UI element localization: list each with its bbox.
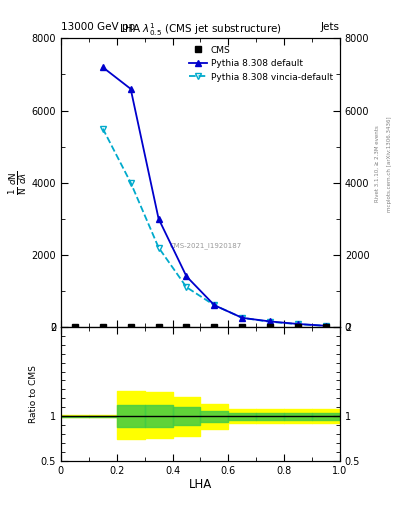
Line: Pythia 8.308 vincia-default: Pythia 8.308 vincia-default	[99, 125, 329, 329]
CMS	[184, 324, 189, 330]
Pythia 8.308 default	[268, 318, 273, 325]
Pythia 8.308 default	[128, 86, 133, 92]
Pythia 8.308 default	[296, 321, 300, 327]
Pythia 8.308 default	[101, 64, 105, 70]
X-axis label: LHA: LHA	[189, 478, 212, 492]
Pythia 8.308 vincia-default	[296, 321, 300, 327]
Pythia 8.308 default	[184, 273, 189, 280]
Title: LHA $\lambda^{1}_{0.5}$ (CMS jet substructure): LHA $\lambda^{1}_{0.5}$ (CMS jet substru…	[119, 22, 282, 38]
CMS	[268, 324, 273, 330]
CMS	[101, 324, 105, 330]
Pythia 8.308 vincia-default	[240, 315, 244, 321]
Pythia 8.308 vincia-default	[268, 319, 273, 325]
Pythia 8.308 vincia-default	[324, 323, 329, 329]
CMS	[296, 324, 300, 330]
CMS	[73, 324, 77, 330]
Y-axis label: Ratio to CMS: Ratio to CMS	[29, 365, 38, 423]
CMS	[240, 324, 244, 330]
CMS	[156, 324, 161, 330]
CMS	[128, 324, 133, 330]
Y-axis label: $\frac{1}{\mathregular{N}}\,\frac{d\mathregular{N}}{d\lambda}$: $\frac{1}{\mathregular{N}}\,\frac{d\math…	[7, 170, 29, 195]
Pythia 8.308 vincia-default	[128, 180, 133, 186]
Text: mcplots.cern.ch [arXiv:1306.3436]: mcplots.cern.ch [arXiv:1306.3436]	[387, 116, 391, 211]
Text: Rivet 3.1.10, ≥ 2.3M events: Rivet 3.1.10, ≥ 2.3M events	[375, 125, 380, 202]
Pythia 8.308 vincia-default	[156, 244, 161, 250]
Pythia 8.308 default	[212, 302, 217, 308]
Line: Pythia 8.308 default: Pythia 8.308 default	[99, 64, 329, 329]
Pythia 8.308 vincia-default	[184, 284, 189, 290]
Pythia 8.308 default	[240, 315, 244, 321]
CMS	[212, 324, 217, 330]
Legend: CMS, Pythia 8.308 default, Pythia 8.308 vincia-default: CMS, Pythia 8.308 default, Pythia 8.308 …	[186, 43, 336, 84]
Text: CMS-2021_I1920187: CMS-2021_I1920187	[170, 243, 242, 249]
Text: 13000 GeV pp: 13000 GeV pp	[61, 22, 135, 32]
Pythia 8.308 default	[324, 323, 329, 329]
Pythia 8.308 default	[156, 216, 161, 222]
Line: CMS: CMS	[72, 324, 329, 330]
Pythia 8.308 vincia-default	[212, 302, 217, 308]
Text: Jets: Jets	[321, 22, 340, 32]
Pythia 8.308 vincia-default	[101, 125, 105, 132]
CMS	[324, 324, 329, 330]
